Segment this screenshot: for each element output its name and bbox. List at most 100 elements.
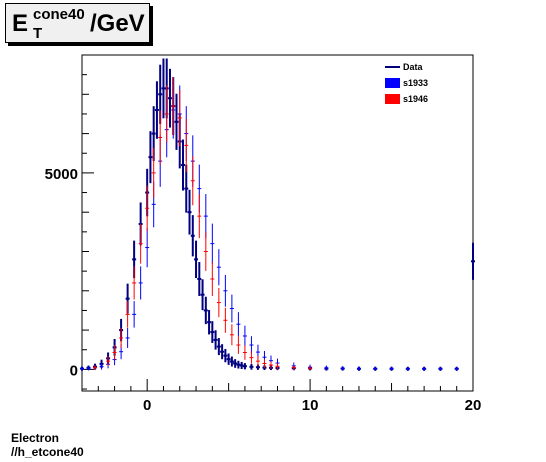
data-point-s1933 bbox=[138, 266, 143, 300]
data-point-s1946 bbox=[262, 359, 267, 368]
data-point-data bbox=[207, 309, 212, 335]
legend-color-box bbox=[385, 94, 400, 104]
data-point-data bbox=[174, 93, 179, 150]
data-point-s1946 bbox=[158, 110, 163, 165]
data-point-data bbox=[197, 262, 202, 296]
data-point-s1933 bbox=[210, 223, 215, 264]
data-point-s1933 bbox=[454, 366, 459, 371]
data-point-s1933 bbox=[203, 194, 208, 239]
data-point-data bbox=[242, 363, 247, 370]
data-point-s1933 bbox=[340, 366, 345, 371]
data-point-data bbox=[210, 321, 215, 343]
data-point-s1946 bbox=[164, 85, 169, 143]
data-point-data bbox=[181, 139, 186, 191]
data-point-s1933 bbox=[229, 294, 234, 323]
data-point-data bbox=[226, 353, 231, 365]
data-point-s1933 bbox=[99, 363, 104, 370]
data-point-s1933 bbox=[80, 366, 84, 371]
data-point-s1933 bbox=[242, 325, 247, 347]
data-point-s1933 bbox=[216, 249, 221, 286]
histogram-title-box: E cone40 T /GeV bbox=[5, 3, 150, 43]
data-point-s1933 bbox=[438, 366, 443, 371]
data-point-data bbox=[194, 240, 199, 279]
data-point-s1946 bbox=[151, 147, 156, 198]
data-point-s1946 bbox=[236, 336, 241, 354]
y-tick-label: 0 bbox=[70, 362, 78, 379]
data-point-data bbox=[184, 164, 189, 213]
data-point-s1933 bbox=[249, 336, 254, 354]
data-point-s1933 bbox=[86, 366, 91, 371]
data-point-s1933 bbox=[405, 366, 410, 371]
data-point-s1946 bbox=[255, 356, 260, 367]
data-point-data bbox=[249, 363, 254, 370]
data-point-s1946 bbox=[145, 185, 150, 231]
data-point-s1933 bbox=[389, 366, 394, 371]
data-point-s1933 bbox=[422, 366, 427, 371]
legend-label: s1946 bbox=[403, 94, 428, 104]
data-point-data bbox=[471, 242, 475, 280]
data-point-data bbox=[216, 338, 221, 356]
title-subscript: T bbox=[33, 25, 43, 42]
data-point-s1946 bbox=[203, 232, 208, 271]
data-point-s1946 bbox=[229, 324, 234, 346]
data-point-s1946 bbox=[291, 365, 296, 370]
data-point-s1933 bbox=[236, 312, 241, 337]
data-point-s1946 bbox=[93, 365, 98, 370]
data-point-s1946 bbox=[119, 327, 124, 348]
data-point-data bbox=[167, 68, 172, 128]
legend-label: s1933 bbox=[403, 78, 428, 88]
legend-color-box bbox=[385, 78, 400, 88]
caption-particle: Electron bbox=[11, 431, 60, 445]
data-point-s1946 bbox=[190, 156, 195, 206]
data-point-data bbox=[220, 344, 225, 360]
data-point-s1946 bbox=[242, 345, 247, 360]
data-point-s1946 bbox=[177, 89, 182, 147]
data-point-s1933 bbox=[145, 227, 150, 268]
x-tick-label: 0 bbox=[143, 397, 151, 414]
legend-entry-s1933: s1933 bbox=[385, 78, 428, 88]
data-point-data bbox=[190, 215, 195, 257]
legend-entry-data: Data bbox=[385, 62, 424, 72]
data-point-s1946 bbox=[197, 194, 202, 239]
data-point-s1933 bbox=[223, 274, 228, 307]
data-point-data bbox=[229, 356, 234, 367]
data-point-s1946 bbox=[275, 363, 280, 370]
data-point-s1933 bbox=[324, 365, 329, 371]
data-point-s1946 bbox=[249, 351, 254, 364]
data-point-data bbox=[148, 131, 153, 184]
data-point-s1946 bbox=[210, 262, 215, 296]
data-point-s1946 bbox=[268, 361, 273, 369]
data-point-s1946 bbox=[184, 118, 189, 173]
data-point-s1946 bbox=[308, 366, 313, 371]
y-tick-label: 5000 bbox=[45, 166, 78, 183]
legend-entry-s1946: s1946 bbox=[385, 94, 428, 104]
title-unit: /GeV bbox=[90, 10, 145, 37]
data-point-s1933 bbox=[356, 366, 361, 371]
data-point-s1946 bbox=[138, 223, 143, 264]
data-point-s1946 bbox=[125, 301, 130, 328]
data-point-data bbox=[233, 359, 238, 368]
legend-label: Data bbox=[403, 62, 424, 72]
data-point-s1946 bbox=[132, 266, 137, 300]
data-point-s1946 bbox=[171, 77, 176, 136]
data-point-data bbox=[200, 279, 205, 311]
data-point-data bbox=[203, 296, 208, 325]
data-point-s1933 bbox=[373, 366, 378, 371]
caption-histogram-path: //h_etcone40 bbox=[11, 445, 84, 459]
data-point-data bbox=[154, 81, 159, 139]
data-point-data bbox=[223, 349, 228, 363]
data-point-s1933 bbox=[125, 327, 130, 348]
data-point-s1946 bbox=[106, 356, 111, 367]
data-point-s1933 bbox=[132, 301, 137, 328]
data-point-data bbox=[187, 189, 192, 235]
data-point-s1946 bbox=[112, 345, 117, 360]
series-s1946 bbox=[93, 77, 313, 371]
data-point-data bbox=[213, 330, 218, 350]
title-symbol: E bbox=[12, 10, 29, 37]
x-tick-label: 20 bbox=[465, 397, 482, 414]
x-tick-label: 10 bbox=[302, 397, 319, 414]
title-superscript: cone40 bbox=[33, 6, 85, 23]
data-point-s1946 bbox=[223, 307, 228, 333]
data-point-s1946 bbox=[216, 287, 221, 318]
